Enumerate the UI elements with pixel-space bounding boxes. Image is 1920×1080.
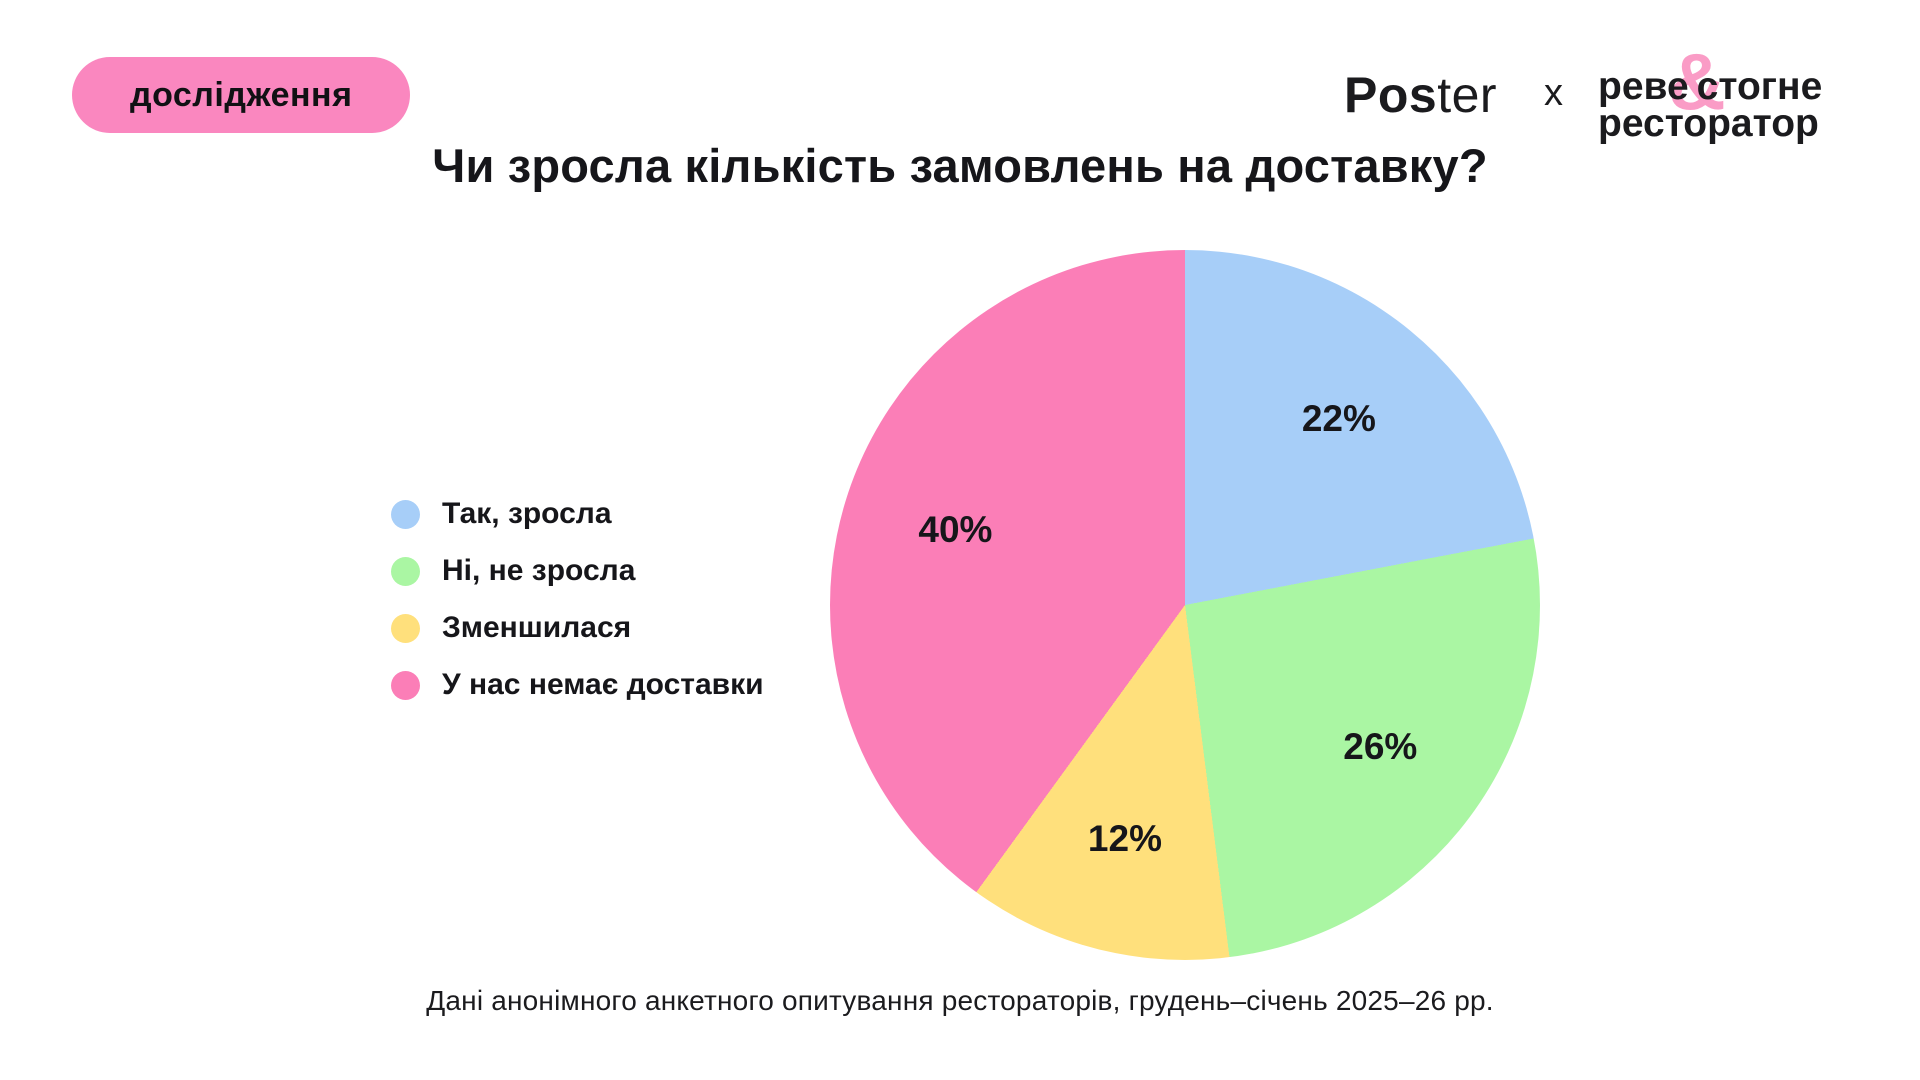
partner-logo-line2: ресторатор xyxy=(1598,102,1819,145)
legend: Так, зросла Ні, не зросла Зменшилася У нас … xyxy=(391,497,764,701)
legend-item-label: Ні, не зросла xyxy=(442,554,636,587)
pie-value-label: 26% xyxy=(1343,725,1418,767)
legend-dot-icon xyxy=(391,613,420,643)
pie-value-label: 12% xyxy=(1087,817,1162,859)
legend-item: Ні, не зросла xyxy=(391,554,764,587)
reve-stogne-restorator-logo: & реве стогне ресторатор xyxy=(1598,42,1823,145)
ampersand-icon: & xyxy=(1668,37,1726,126)
poster-logo: Poster xyxy=(1344,66,1497,124)
poster-logo-light: ter xyxy=(1437,67,1498,123)
partner-logo-line1: реве стогне xyxy=(1598,65,1823,108)
poster-logo-bold: Pos xyxy=(1344,67,1438,123)
legend-item-label: Так, зросла xyxy=(442,497,612,530)
collab-x-separator: x xyxy=(1544,72,1563,114)
research-badge: дослідження xyxy=(72,57,411,133)
partner-logo-line1-right: стогне xyxy=(1696,65,1823,108)
research-badge-label: дослідження xyxy=(130,76,353,114)
legend-dot-icon xyxy=(391,499,420,529)
legend-item: Так, зросла xyxy=(391,497,764,530)
pie-value-label: 22% xyxy=(1301,397,1376,439)
pie-value-label: 40% xyxy=(918,509,993,551)
legend-item-label: У нас немає доставки xyxy=(442,668,764,701)
legend-item-label: Зменшилася xyxy=(442,611,632,644)
legend-dot-icon xyxy=(391,556,420,586)
legend-item: У нас немає доставки xyxy=(391,668,764,701)
legend-item: Зменшилася xyxy=(391,611,764,644)
legend-dot-icon xyxy=(391,670,420,700)
partner-logo-line1-left: реве xyxy=(1598,65,1689,108)
source-caption: Дані анонімного анкетного опитування рес… xyxy=(426,985,1494,1016)
chart-title: Чи зросла кількість замовлень на доставк… xyxy=(432,139,1488,192)
pie-chart: 22% 26% 12% 40% xyxy=(830,250,1540,960)
